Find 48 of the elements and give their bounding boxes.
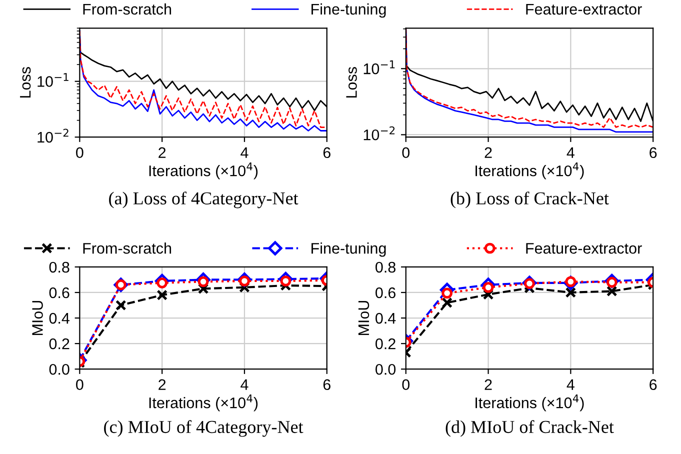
x-tick-label: 4 — [240, 147, 248, 158]
y-tick-label: 0.2 — [376, 338, 396, 350]
legend-label: From-scratch — [83, 242, 172, 254]
y-tick-label: 10$^{−1}$ — [364, 60, 395, 74]
legend-label: Feature-extractor — [526, 243, 642, 254]
y-axis-title: Loss — [346, 67, 357, 98]
text: (a) Loss of 4Category-Net — [109, 192, 298, 208]
x-tick-label: 4 — [566, 379, 574, 390]
y-tick-label: 0.4 — [49, 312, 70, 324]
legend-label: From-scratch — [83, 3, 172, 15]
y-axis-title: Loss — [20, 67, 31, 98]
y-tick-label: 10$^{−1}$ — [38, 73, 68, 87]
x-tick-label: 2 — [484, 147, 492, 158]
x-tick-label: 6 — [323, 379, 330, 390]
y-tick-label: 0.6 — [376, 287, 396, 298]
x-tick-label: 0 — [402, 147, 410, 158]
y-tick-label: 0.4 — [376, 312, 396, 324]
x-tick-label: 2 — [158, 147, 166, 158]
legend-label: Fine-tuning — [312, 242, 386, 257]
y-axis-title: MIoU — [358, 300, 370, 336]
text: (c) MIoU of 4Category-Net — [104, 420, 304, 437]
x-tick-label: 4 — [566, 147, 574, 158]
text: (b) Loss of Crack-Net — [450, 192, 609, 208]
text: (d) MIoU of Crack-Net — [446, 420, 614, 437]
y-tick-label: 0.6 — [49, 287, 70, 298]
x-tick-label: 0 — [76, 147, 84, 158]
y-tick-label: 0.0 — [49, 364, 70, 375]
y-tick-label: 10$^{−2}$ — [38, 128, 68, 143]
x-axis-title: Iterations (×10$^{4}$) — [476, 394, 584, 412]
x-tick-label: 0 — [76, 379, 84, 390]
y-tick-label: 0.0 — [376, 364, 396, 375]
y-axis-title: MIoU — [32, 300, 43, 336]
x-tick-label: 2 — [158, 379, 166, 390]
y-tick-label: 10$^{−2}$ — [364, 126, 395, 140]
x-tick-label: 6 — [323, 147, 330, 158]
x-tick-label: 0 — [402, 379, 410, 390]
x-axis-title: Iterations (×10$^{4}$) — [149, 162, 258, 180]
x-tick-label: 4 — [240, 379, 248, 390]
x-axis-title: Iterations (×10$^{4}$) — [149, 394, 258, 412]
y-tick-label: 0.8 — [376, 262, 396, 273]
x-tick-label: 2 — [484, 379, 492, 390]
legend-label: Feature-extractor — [526, 4, 642, 15]
y-tick-label: 0.8 — [49, 262, 70, 273]
legend-label: Fine-tuning — [312, 3, 386, 18]
x-axis-title: Iterations (×10$^{4}$) — [476, 162, 584, 180]
x-tick-label: 6 — [650, 379, 657, 390]
x-tick-label: 6 — [650, 147, 657, 158]
y-tick-label: 0.2 — [49, 338, 70, 350]
